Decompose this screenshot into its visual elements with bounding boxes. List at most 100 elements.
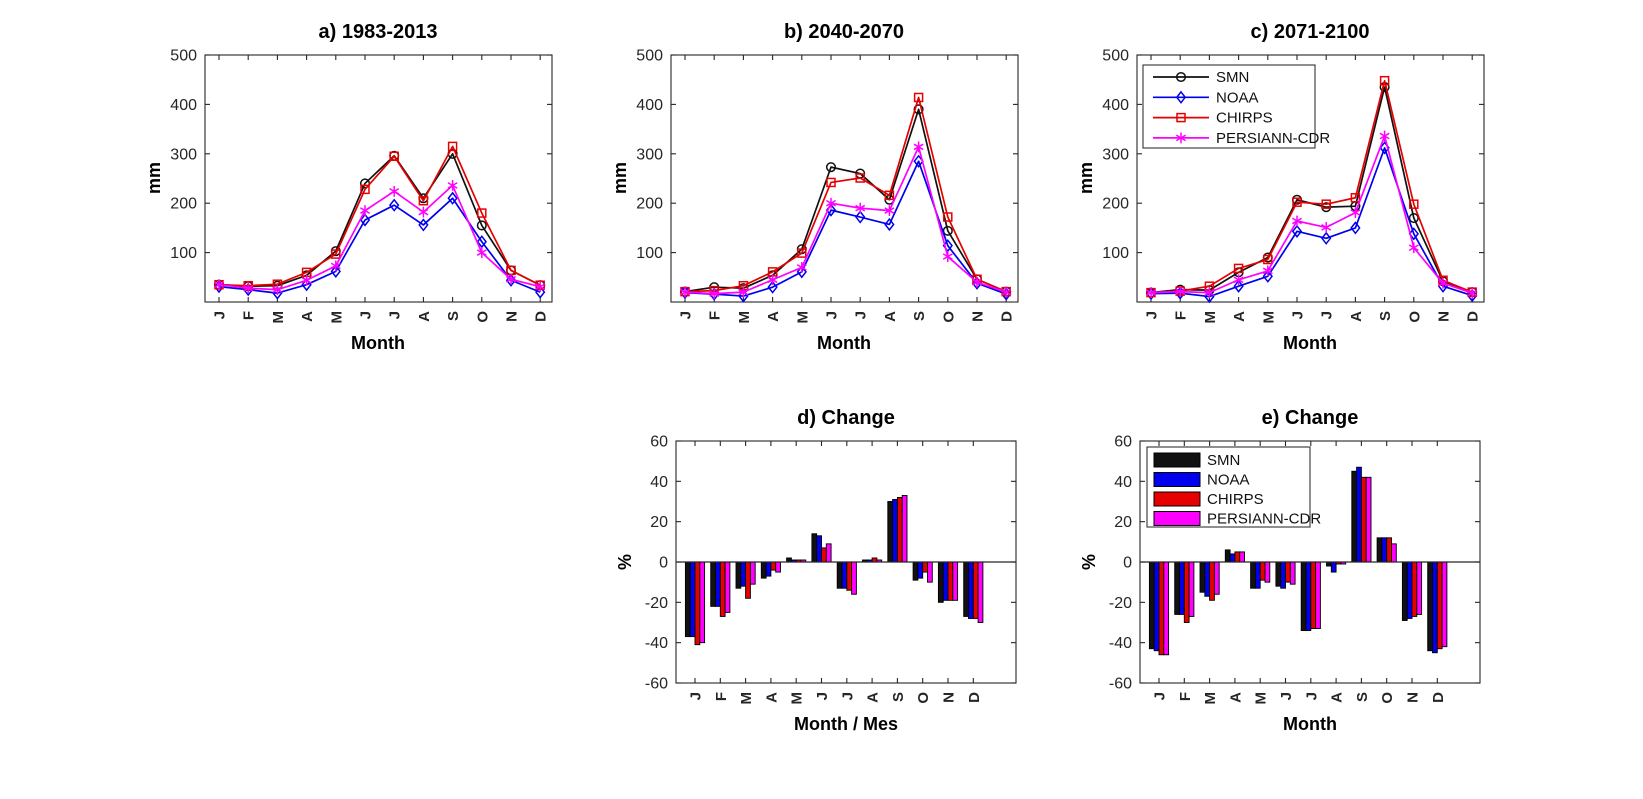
x-tick-label: J [212,311,229,319]
x-tick-label: J [1144,311,1161,319]
x-tick-label: M [789,692,806,705]
tick-labels: 100 200 300 400 500 J F M A M J J A S O N D [1102,48,1481,324]
legend-label: PERSIANN-CDR [1207,511,1321,528]
chart-c-xlabel: Month [1283,333,1337,353]
x-tick-label: A [882,311,899,322]
y-tick-label: -60 [1109,676,1132,693]
x-tick-label: M [1202,311,1219,324]
y-tick-label: 200 [1102,196,1129,213]
x-tick-label: N [941,692,958,703]
series-CHIRPS [214,141,545,291]
x-tick-label: J [688,692,705,700]
chart-a-container: a) 1983-2013 mm Month 100 200 300 400 500 J F M… [130,8,600,360]
x-tick-label: M [794,311,811,324]
x-tick-label: S [445,311,462,321]
axis-box [1136,54,1485,303]
x-tick-label: N [1436,311,1453,322]
y-tick-label: 200 [636,196,663,213]
x-tick-label: N [504,311,521,322]
y-tick-label: 200 [170,196,197,213]
y-tick-label: 300 [170,146,197,163]
y-tick-label: 300 [636,146,663,163]
chart-a-xlabel: Month [351,333,405,353]
x-tick-label: J [853,311,870,319]
chart-d-ylabel: % [615,554,635,570]
chart-c-title: c) 2071-2100 [1251,21,1370,43]
x-tick-label: O [940,311,957,323]
x-tick-label: A [1329,692,1346,703]
series-NOAA [1145,141,1478,304]
x-tick-label: D [1465,311,1482,322]
y-tick-label: 60 [650,434,668,451]
tick-marks [205,54,552,302]
legend-label: NOAA [1216,89,1259,106]
x-tick-label: M [1253,692,1270,705]
chart-e-title: e) Change [1262,407,1359,429]
x-tick-label: F [713,692,730,701]
chart-b-xlabel: Month [817,333,871,353]
chart-b-container: b) 2040-2070 mm Month 100 200 300 400 500 J F M… [596,8,1066,360]
y-tick-label: 500 [1102,48,1129,65]
chart-c-container: c) 2071-2100 mm Month 100 200 300 400 500 J F M… [1062,8,1532,360]
y-tick-label: 100 [636,245,663,262]
series-PERSIANN-CDR [1146,130,1478,299]
legend: SMN NOAA CHIRPS PERSIANN-CDR [1142,64,1330,149]
legend-label: PERSIANN-CDR [1216,130,1330,147]
x-tick-label: J [814,692,831,700]
x-tick-label: F [241,311,258,320]
series-PERSIANN-CDR [1163,476,1448,656]
x-tick-label: F [707,311,724,320]
chart-a-plot: 100 200 300 400 500 J F M A M J J A S O N D [170,48,553,324]
series-CHIRPS [680,92,1011,297]
y-tick-label: 100 [1102,245,1129,262]
series-PERSIANN-CDR [214,180,546,296]
y-tick-label: 0 [659,555,668,572]
chart-b-title: b) 2040-2070 [784,21,904,43]
series-SMN [213,148,546,292]
chart-b-svg: b) 2040-2070 mm Month 100 200 300 400 500 J F M… [610,21,1019,353]
x-tick-label: A [416,311,433,322]
x-tick-label: J [678,311,695,319]
y-tick-label: -40 [1109,635,1132,652]
x-tick-label: A [299,311,316,322]
chart-e-container: e) Change % Month -60 -40 -20 0 20 40 60 J F M A M J… [1065,393,1535,745]
y-tick-label: 60 [1114,434,1132,451]
chart-c-ylabel: mm [1076,162,1096,194]
tick-marks [1137,54,1484,302]
x-tick-label: D [533,311,550,322]
x-tick-label: J [1290,311,1307,319]
y-tick-label: 100 [170,245,197,262]
tick-marks [671,54,1018,302]
y-tick-label: 400 [636,97,663,114]
y-tick-label: 40 [650,474,668,491]
y-tick-label: -60 [645,676,668,693]
x-tick-label: N [970,311,987,322]
y-tick-label: 20 [650,514,668,531]
tick-labels: 100 200 300 400 500 J F M A M J J A S O N D [170,48,549,324]
chart-e-ylabel: % [1079,554,1099,570]
x-tick-label: F [1177,692,1194,701]
y-tick-label: 20 [1114,514,1132,531]
x-tick-label: A [1227,692,1244,703]
legend-label: SMN [1216,69,1249,86]
chart-a-svg: a) 1983-2013 mm Month 100 200 300 400 500 J F M… [144,21,553,353]
axis-box [670,54,1019,303]
chart-d-title: d) Change [797,407,895,429]
chart-a-ylabel: mm [144,162,164,194]
axis-box [204,54,553,303]
y-tick-label: -20 [1109,595,1132,612]
x-tick-label: O [1379,692,1396,704]
x-tick-label: A [765,311,782,322]
chart-b-plot: 100 200 300 400 500 J F M A M J J A S O N D [636,48,1019,324]
x-tick-label: D [1430,692,1447,703]
x-tick-label: J [387,311,404,319]
x-tick-label: S [1377,311,1394,321]
chart-a-title: a) 1983-2013 [319,21,438,43]
x-tick-label: D [966,692,983,703]
chart-e-xlabel: Month [1283,714,1337,734]
x-tick-label: S [890,692,907,702]
x-tick-label: A [1231,311,1248,322]
